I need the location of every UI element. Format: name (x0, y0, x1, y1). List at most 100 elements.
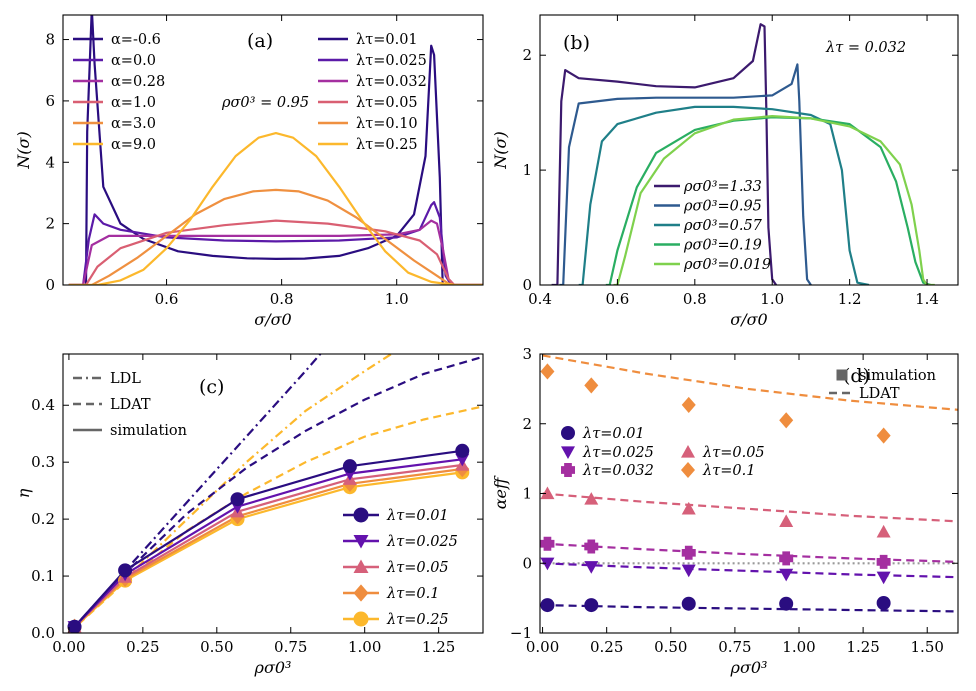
y-tick-label: 2 (522, 46, 532, 64)
style-legend-label: LDAT (859, 386, 900, 402)
panel-label: (c) (199, 376, 224, 398)
panel-label: (d) (843, 365, 870, 387)
data-point (876, 571, 891, 585)
style-legend-label: LDL (110, 371, 141, 387)
legend-label: α=0.28 (111, 74, 165, 90)
x-tick-label: 1.4 (915, 290, 939, 308)
series-line-9.0 (68, 132, 483, 285)
x-tick-label: 1.50 (911, 638, 944, 656)
legend-label: α=3.0 (111, 116, 156, 132)
y-tick-label: 1 (522, 161, 532, 179)
series-line-0.6 (68, 15, 483, 285)
x-tick-label: 1.2 (838, 290, 862, 308)
data-point (584, 377, 599, 394)
x-tick-label: 0.75 (718, 638, 751, 656)
data-point (584, 598, 599, 613)
data-point (584, 561, 599, 574)
x-tick-label: 0.25 (126, 638, 159, 656)
x-tick-label: 0.75 (274, 638, 307, 656)
series-line-0-0.57 (578, 105, 870, 285)
data-point (681, 564, 696, 578)
panel-label: (b) (563, 32, 590, 54)
data-point (540, 486, 555, 500)
legend-marker (353, 611, 369, 627)
x-tick-label: 1.00 (348, 638, 381, 656)
y-tick-label: 0 (522, 276, 532, 294)
axes-frame (62, 14, 484, 286)
x-tick-label: 0.4 (528, 290, 552, 308)
x-tick-label: 0.8 (270, 290, 294, 308)
data-point (584, 492, 599, 505)
legend-label: α=0.0 (111, 53, 156, 69)
panel-a-series (68, 15, 483, 285)
legend-label: ρσ0³=0.19 (683, 238, 762, 254)
axes-frame (539, 14, 959, 286)
data-point (779, 596, 794, 611)
lambda-annotation: λτ = 0.032 (825, 40, 906, 56)
data-point (540, 557, 555, 571)
panel-label: (a) (247, 30, 273, 52)
x-tick-label: 0.00 (52, 638, 85, 656)
y-tick-label: 0 (45, 276, 55, 294)
series-line-0-1.33 (551, 23, 778, 285)
series-line-0.28 (68, 219, 483, 285)
panel-c: 0.00 0.25 0.50 0.75 1.00 1.25 0.0 0.1 0.2 0.3 0.4 ρ… (14, 353, 484, 677)
data-point (876, 554, 891, 569)
x-axis-label: ρσ0³ (254, 658, 292, 677)
legend-label: λτ=0.025 (356, 53, 427, 69)
theory-line-ldat-0.025 (542, 562, 958, 579)
data-point (67, 619, 82, 633)
series-line-3.0 (68, 188, 483, 285)
theory-line-ldat-0.05 (542, 492, 958, 523)
y-tick-label: 0 (522, 554, 532, 572)
y-tick-label: 0.4 (31, 396, 55, 414)
x-tick-label: 1.0 (385, 290, 409, 308)
y-tick-label: −1 (510, 624, 532, 642)
axes-frame (62, 353, 484, 634)
x-axis-label: ρσ0³ (730, 658, 768, 677)
legend-label: λτ=0.25 (386, 612, 449, 628)
legend-marker (353, 584, 369, 602)
y-tick-label: 0.0 (31, 624, 55, 642)
data-point (779, 514, 794, 527)
x-tick-label: 1.0 (760, 290, 784, 308)
panel-a: 0.6 0.8 1.0 0 2 4 6 8 σ/σ0 N(σ) (a) ρσ0³ = 0.95 α=-0… (14, 14, 484, 329)
y-tick-label: 0.1 (31, 567, 55, 585)
data-point (876, 427, 891, 444)
legend-label: λτ=0.05 (386, 560, 449, 576)
x-tick-label: 0.6 (605, 290, 629, 308)
legend-marker (561, 446, 575, 459)
y-axis-label: N(σ) (491, 131, 510, 169)
legend-label: λτ=0.05 (356, 95, 418, 111)
legend-label: λτ=0.05 (702, 445, 765, 461)
data-point (681, 396, 696, 413)
legend-marker (681, 461, 695, 479)
legend-label: ρσ0³=0.57 (683, 218, 763, 234)
series-line-0-0.019 (613, 115, 935, 285)
y-axis-label: N(σ) (14, 131, 33, 169)
y-tick-label: 6 (45, 92, 55, 110)
data-point (455, 443, 470, 458)
legend-label: ρσ0³=0.95 (683, 199, 762, 215)
series-line-0-0.95 (559, 63, 812, 285)
data-point (681, 545, 696, 560)
theory-line-ldat-0.01 (542, 604, 958, 613)
series-line-1.0 (68, 219, 483, 285)
panel-c-series (67, 354, 483, 633)
legend-label: λτ=0.032 (582, 463, 654, 479)
style-legend-label: LDAT (110, 397, 151, 413)
y-tick-label: 2 (522, 415, 532, 433)
data-point (540, 536, 555, 551)
legend-label: λτ=0.025 (582, 445, 654, 461)
x-axis-label: σ/σ0 (254, 310, 291, 329)
y-tick-label: 0.3 (31, 453, 55, 471)
legend-label: λτ=0.01 (386, 508, 449, 524)
data-point (876, 596, 891, 611)
legend-label: α=-0.6 (111, 32, 161, 48)
legend-label: λτ=0.25 (356, 137, 418, 153)
data-point (681, 501, 696, 515)
legend-label: ρσ0³=1.33 (683, 179, 762, 195)
x-tick-label: 0.00 (526, 638, 559, 656)
x-tick-label: 1.25 (422, 638, 455, 656)
legend-label: λτ=0.01 (582, 426, 645, 442)
